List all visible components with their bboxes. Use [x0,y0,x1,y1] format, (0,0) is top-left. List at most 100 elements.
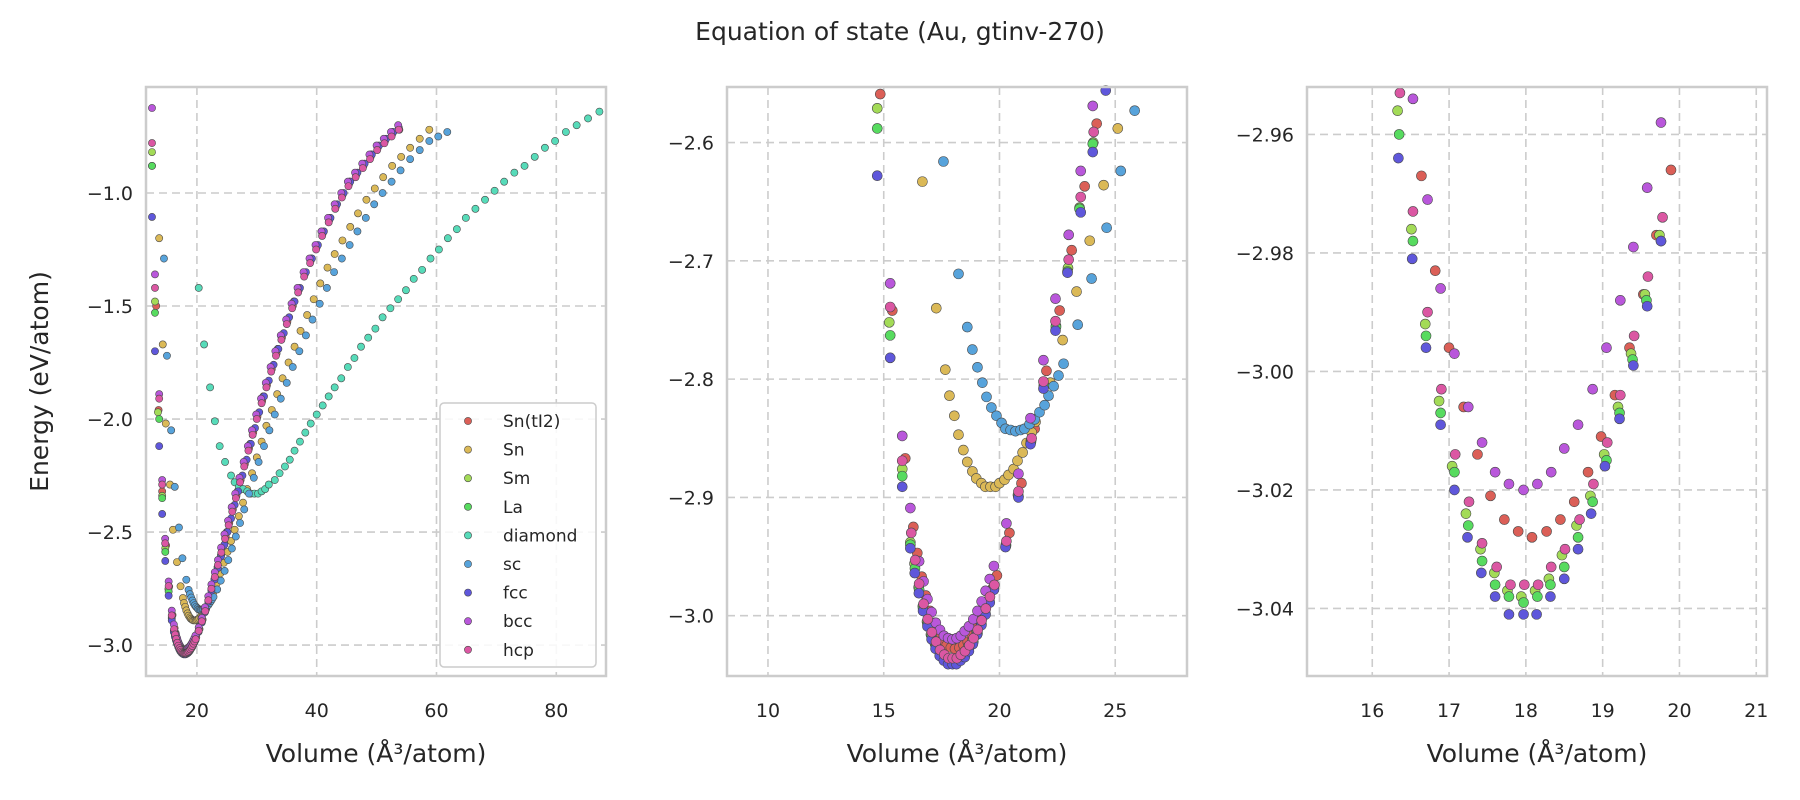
data-point [1084,235,1096,247]
legend-label: Sm [503,469,530,489]
data-point [378,189,387,197]
data-point [324,392,333,401]
data-point [200,340,208,349]
data-point [1057,334,1068,346]
data-point [262,383,271,392]
legend-label: hcp [503,641,534,661]
x-tick-label: 20 [987,700,1011,722]
data-point [1407,93,1419,105]
data-point [1526,532,1538,543]
data-point [221,458,229,466]
data-point [1628,330,1640,342]
panel-full-range: 20 40 60 80 −3.0 −2.5 −2.0 −1.5 −1.0 Volume (Å³/a… [25,85,608,768]
data-point [148,161,156,170]
data-point [415,146,424,154]
data-point [1655,117,1667,128]
data-point [1476,555,1488,567]
data-point [227,471,235,480]
data-point [461,213,470,222]
x-tick-label: 25 [1103,700,1127,722]
data-point [1420,330,1432,342]
data-point [1086,273,1097,284]
data-point [1472,449,1483,460]
data-point [988,560,1000,572]
data-point [370,184,379,193]
data-point [331,204,340,213]
data-point [275,469,284,478]
data-point [409,274,418,283]
data-point [1512,526,1524,537]
data-point [884,278,896,289]
data-point [337,193,346,202]
y-tick-label: −2.9 [668,487,714,509]
data-point [155,394,164,403]
data-point [1462,520,1474,531]
data-point [158,340,167,349]
data-point [337,374,346,383]
data-point [160,254,168,263]
data-point [265,426,274,435]
data-point [227,544,236,553]
data-point [1087,100,1099,112]
data-point [252,415,261,423]
data-point [322,284,331,292]
data-point [1058,358,1069,370]
x-tick-label: 60 [424,700,448,722]
legend-marker [464,531,472,540]
legend-label: bcc [503,612,532,632]
data-point [151,297,159,306]
data-point [164,582,173,590]
panel-zoom-minimum: 10 15 20 25 −3.0 −2.9 −2.8 −2.7 −2.6 Volume (Å³/a… [668,85,1189,768]
data-point [1559,543,1571,555]
data-point [248,430,257,439]
data-point [257,399,266,408]
data-point [1012,455,1023,467]
legend-marker [464,588,472,597]
data-point [1063,229,1075,241]
data-point [234,512,243,521]
data-point [351,173,360,182]
data-point [1599,460,1611,472]
data-point [913,578,925,590]
data-point [1476,437,1488,448]
series-hcp [884,126,1100,664]
data-point [871,123,883,134]
data-point [330,250,339,258]
data-point [1555,514,1566,525]
data-point [595,107,604,116]
data-point [1449,348,1460,359]
data-point [240,505,249,514]
data-point [366,155,374,163]
data-point [1038,376,1049,387]
series-hcp [148,125,403,658]
data-point [905,502,916,514]
data-point [240,462,249,471]
legend-label: Sn [503,441,525,461]
data-point [378,313,387,322]
data-point [175,523,183,532]
data-point [182,575,191,584]
x-tick-label: 17 [1437,700,1461,722]
y-tick-label: −3.04 [1236,598,1294,620]
data-point [330,383,339,392]
data-point [1462,532,1473,543]
data-point [909,554,921,566]
data-point [176,582,185,591]
data-point [981,391,992,403]
x-tick-label: 16 [1360,700,1384,722]
data-point [1532,478,1543,490]
data-point [1017,447,1028,458]
data-point [380,139,389,148]
data-point [210,573,219,581]
data-point [1489,591,1501,602]
data-point [1098,179,1109,191]
data-point [1657,212,1668,223]
data-point [930,302,942,314]
data-point [917,176,928,187]
legend-marker [464,474,472,483]
data-point [1422,194,1433,205]
data-point [296,326,305,335]
data-point [231,494,240,503]
legend-item: La [464,498,523,518]
series-hcp [1394,87,1668,591]
